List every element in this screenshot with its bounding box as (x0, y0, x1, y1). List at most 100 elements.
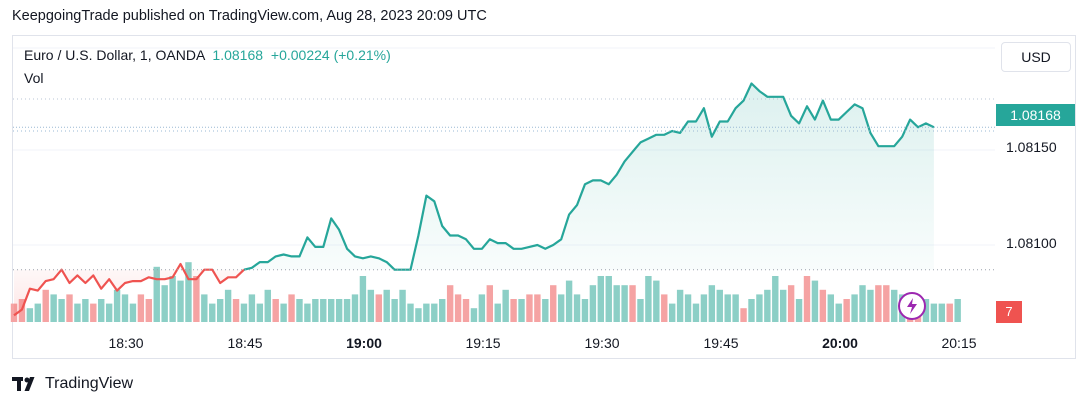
volume-bar (787, 285, 795, 322)
volume-bar (867, 289, 874, 322)
above-baseline-fill (243, 83, 934, 270)
volume-bar (819, 289, 827, 322)
volume-bar (439, 299, 446, 322)
volume-bar (137, 294, 145, 322)
volume-bar (938, 303, 946, 322)
volume-bar (708, 285, 716, 322)
price-tick-1: 1.08150 (1006, 139, 1057, 155)
volume-bar (740, 308, 747, 322)
volume-bar (185, 262, 192, 322)
time-tick-1915: 19:15 (465, 335, 501, 351)
volume-bar (415, 308, 422, 322)
volume-bar (613, 285, 620, 322)
below-baseline-fill (14, 264, 244, 316)
volume-bar (653, 280, 660, 322)
volume-bar (58, 299, 65, 322)
price-tick-2: 1.08100 (1006, 235, 1057, 251)
volume-bar (105, 303, 113, 322)
volume-bar (201, 294, 208, 322)
volume-bar (391, 299, 398, 322)
volume-bar (320, 299, 327, 322)
volume-bar (66, 294, 73, 322)
volume-bar (209, 303, 216, 322)
volume-bar (502, 289, 509, 322)
volume-bar (756, 294, 763, 322)
volume-bar (264, 289, 271, 322)
volume-bar (423, 303, 430, 322)
volume-bar (177, 280, 184, 322)
chart-legend: Euro / U.S. Dollar, 1, OANDA 1.08168 +0.… (24, 47, 391, 63)
volume-bar (581, 299, 589, 322)
chart-frame (12, 35, 1076, 359)
volume-bars (10, 262, 961, 322)
volume-bar (359, 276, 367, 322)
brand-footer[interactable]: TradingView (12, 375, 133, 393)
volume-bar (462, 299, 470, 322)
volume-bar (272, 299, 279, 322)
volume-bar (216, 299, 224, 322)
volume-bar (470, 308, 478, 322)
volume-bar (661, 294, 668, 322)
volume-bar (692, 303, 700, 322)
currency-button[interactable]: USD (1001, 42, 1071, 72)
volume-bar (161, 285, 168, 322)
volume-bar (542, 299, 549, 322)
volume-bar (827, 294, 834, 322)
volume-bar (478, 294, 486, 322)
volume-bar (288, 294, 295, 322)
volume-bar (446, 285, 454, 322)
volume-bar (351, 294, 359, 322)
volume-bar (891, 289, 898, 322)
flash-icon[interactable] (898, 292, 926, 320)
volume-bar (795, 299, 803, 322)
last-price-badge: 1.08168 (996, 104, 1075, 126)
volume-bar (724, 294, 731, 322)
volume-bar (772, 276, 779, 322)
volume-bar (629, 285, 636, 322)
volume-bar (240, 303, 248, 322)
volume-bar (343, 299, 351, 322)
volume-bar (312, 299, 319, 322)
volume-bar (169, 276, 176, 322)
volume-bar (946, 303, 953, 322)
time-tick-1900: 19:00 (346, 335, 382, 351)
time-tick-1930: 19:30 (584, 335, 620, 351)
volume-bar (764, 289, 771, 322)
volume-bar (557, 294, 565, 322)
volume-bar (954, 299, 961, 322)
volume-bar (526, 294, 533, 322)
volume-bar (280, 303, 287, 322)
volume-bar (621, 285, 628, 322)
volume-bar (803, 276, 811, 322)
volume-bar (486, 285, 493, 322)
volume-bar (129, 303, 137, 322)
volume-bar (42, 289, 49, 322)
volume-bar (82, 299, 89, 322)
volume-bar (34, 303, 41, 322)
volume-bar (605, 276, 612, 322)
volume-bar (431, 303, 438, 322)
volume-bar (922, 299, 930, 322)
volume-bar (454, 294, 462, 322)
volume-bar (859, 285, 866, 322)
volume-bar (232, 299, 240, 322)
volume-bar (153, 266, 160, 322)
volume-bar (145, 299, 153, 322)
volume-bar (90, 303, 97, 322)
volume-bar (328, 299, 335, 322)
volume-bar (335, 299, 343, 322)
volume-bar (565, 280, 573, 322)
volume-bar (407, 303, 414, 322)
time-tick-2000: 20:00 (822, 335, 858, 351)
price-area (13, 82, 935, 317)
volume-bar (668, 303, 676, 322)
volume-bar (597, 276, 605, 322)
volume-bar (296, 299, 303, 322)
volume-bar (780, 289, 787, 322)
volume-label: Vol (24, 70, 44, 86)
volume-bar (256, 303, 264, 322)
volume-bar (193, 276, 200, 322)
volume-bar (684, 294, 692, 322)
publish-info: KeepgoingTrade published on TradingView.… (12, 8, 487, 24)
